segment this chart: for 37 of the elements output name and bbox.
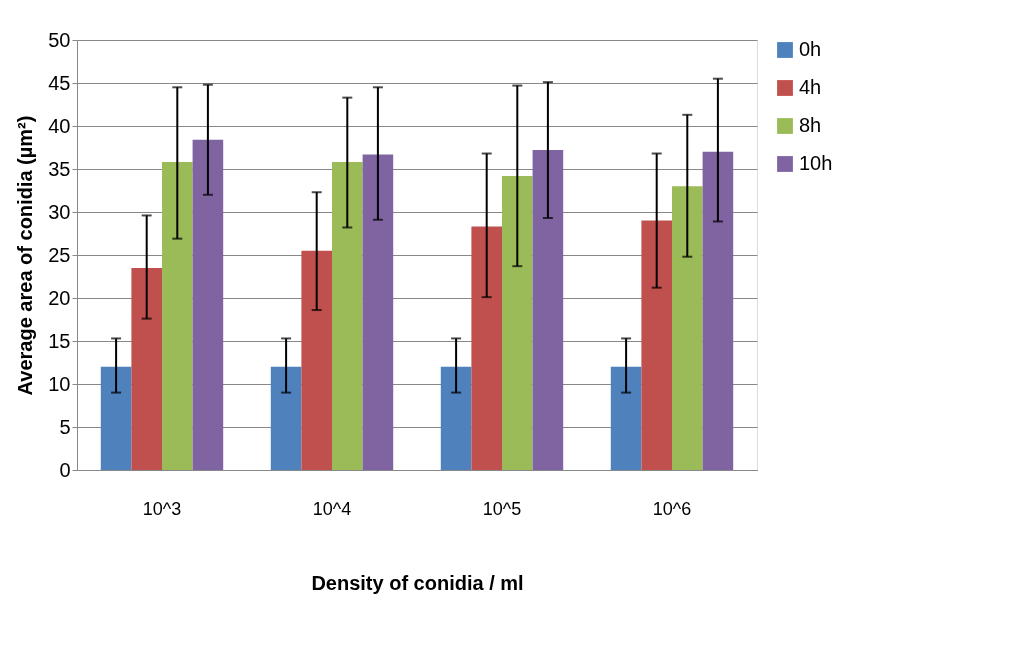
y-tick-label: 10: [48, 372, 71, 395]
legend-label: 10h: [799, 152, 833, 174]
y-tick-label: 40: [48, 114, 71, 137]
x-tick-label: 10^3: [142, 498, 182, 519]
y-tick-label: 35: [48, 157, 71, 180]
x-tick-label: 10^4: [312, 498, 352, 519]
bar: [162, 162, 193, 470]
y-tick-label: 0: [59, 458, 71, 481]
y-tick-label: 50: [48, 28, 71, 51]
x-tick-label: 10^6: [652, 498, 692, 519]
bar: [301, 250, 332, 470]
legend-label: 4h: [799, 76, 822, 98]
bar: [131, 267, 162, 470]
bar: [471, 226, 502, 470]
bar: [672, 186, 703, 470]
x-axis-title: Density of conidia / ml: [311, 571, 524, 594]
bar: [100, 366, 132, 470]
y-tick-label: 20: [48, 286, 71, 309]
bar: [440, 366, 472, 470]
y-tick-label: 25: [48, 243, 71, 266]
bar: [641, 220, 672, 470]
x-tick-label: 10^5: [482, 498, 522, 519]
legend-label: 8h: [799, 114, 822, 136]
bar: [610, 366, 642, 470]
bar: [362, 154, 394, 470]
bar: [270, 366, 302, 470]
bar: [192, 139, 224, 470]
y-tick-label: 15: [48, 329, 71, 352]
y-tick-label: 45: [48, 71, 71, 94]
bar: [532, 150, 564, 470]
y-tick-label: 30: [48, 200, 71, 223]
y-axis-title: Average area of conidia (µm²): [14, 115, 37, 396]
bar: [702, 151, 734, 470]
bar: [332, 162, 363, 470]
y-tick-label: 5: [59, 415, 71, 438]
legend-label: 0h: [799, 38, 822, 60]
bar: [502, 175, 533, 470]
